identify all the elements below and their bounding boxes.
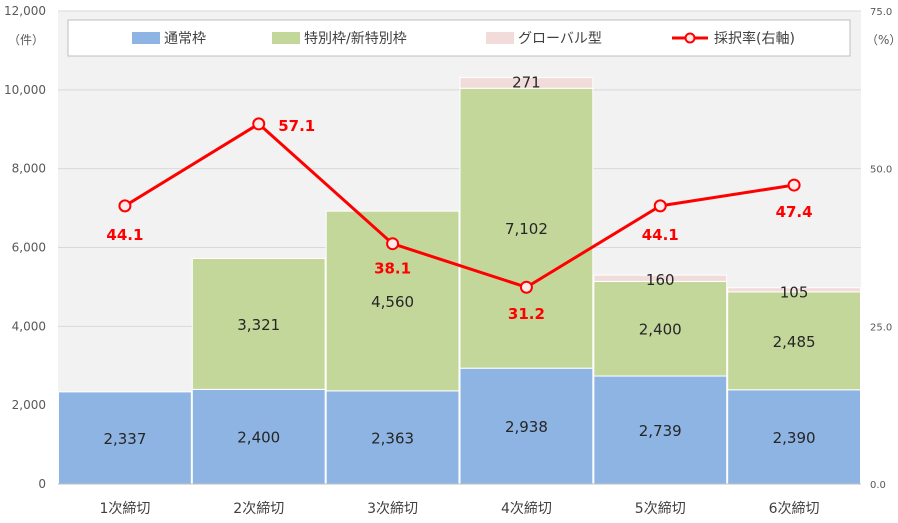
category-label: 6次締切: [769, 500, 820, 517]
bar-segment: [191, 257, 326, 390]
bar-segment: [727, 287, 862, 293]
rate-marker: [519, 280, 533, 294]
category-label: 3次締切: [367, 500, 418, 517]
rate-data-label: 38.1: [374, 260, 411, 278]
left-axis-unit: （件）: [8, 33, 44, 47]
left-tick-label: 10,000: [4, 83, 46, 97]
bar-data-label: 4,560: [371, 293, 414, 311]
rate-line: 44.1 57.1 38.1 31.2 44.1 47.4: [106, 117, 812, 323]
category-label: 2次締切: [233, 500, 284, 517]
bar-data-label: 3,321: [237, 316, 280, 334]
legend-box: [67, 19, 851, 57]
right-axis-unit: （%）: [866, 33, 898, 47]
left-tick-label: 0: [38, 477, 46, 491]
right-tick-label: 25.0: [870, 322, 892, 333]
legend-label: グローバル型: [518, 31, 602, 47]
rate-data-label: 44.1: [642, 226, 679, 244]
rate-marker: [653, 199, 667, 213]
rate-data-label: 47.4: [776, 203, 813, 221]
axes: 0 2,000 4,000 6,000 8,000 10,000 12,000 0.0 25.0…: [4, 4, 892, 517]
bar-segment: [593, 280, 728, 377]
left-tick-label: 8,000: [12, 162, 46, 176]
bar-segment: [58, 391, 192, 485]
left-tick-label: 6,000: [12, 241, 46, 255]
rate-marker: [787, 178, 801, 192]
category-label: 1次締切: [99, 500, 150, 517]
rate-data-label: 31.2: [508, 305, 545, 323]
bar-data-label: 2,400: [639, 321, 682, 339]
bar-segment: [459, 77, 594, 89]
legend-swatch: [486, 32, 514, 44]
bar-data-label: 271: [512, 74, 541, 92]
rate-data-label: 44.1: [106, 226, 143, 244]
bar-data-label: 7,102: [505, 220, 548, 238]
bar-segment: [459, 367, 594, 485]
left-tick-label: 4,000: [12, 319, 46, 333]
legend-swatch: [272, 32, 300, 44]
bar-data-label: 2,485: [773, 333, 816, 351]
rate-marker: [386, 237, 400, 251]
category-label: 5次締切: [635, 500, 686, 517]
legend-label: 通常枠: [164, 31, 206, 47]
right-tick-label: 50.0: [870, 165, 892, 176]
legend-swatch: [132, 32, 160, 44]
bar-data-label: 2,363: [371, 429, 414, 447]
left-tick-label: 2,000: [12, 398, 46, 412]
bar-data-labels: 2,337 2,400 3,321 2,363 4,560 2,938 7,102 271 2,…: [103, 74, 815, 448]
bar-segment: [727, 291, 862, 391]
bar-segment: [727, 389, 862, 485]
bar-segment: [593, 274, 728, 282]
legend-label: 特別枠/新特別枠: [304, 31, 407, 47]
legend: 通常枠 特別枠/新特別枠 グローバル型 採択率(右軸): [67, 19, 851, 57]
bar-data-label: 105: [780, 284, 809, 302]
bar-data-label: 2,400: [237, 429, 280, 447]
bar-data-label: 2,390: [773, 429, 816, 447]
bars: [58, 77, 862, 485]
category-label: 4次締切: [501, 500, 552, 517]
legend-label: 採択率(右軸): [714, 30, 795, 47]
right-tick-label: 75.0: [870, 7, 892, 18]
bar-data-label: 2,739: [639, 422, 682, 440]
left-tick-label: 12,000: [4, 4, 46, 18]
rate-polyline: [124, 122, 795, 289]
bar-data-label: 2,938: [505, 418, 548, 436]
bar-data-label: 160: [646, 271, 675, 289]
rate-data-label: 57.1: [278, 117, 315, 135]
legend-marker: [684, 32, 696, 44]
right-tick-label: 0.0: [870, 480, 886, 491]
rate-marker: [252, 117, 266, 131]
rate-marker: [118, 199, 132, 213]
bar-data-label: 2,337: [103, 430, 146, 448]
